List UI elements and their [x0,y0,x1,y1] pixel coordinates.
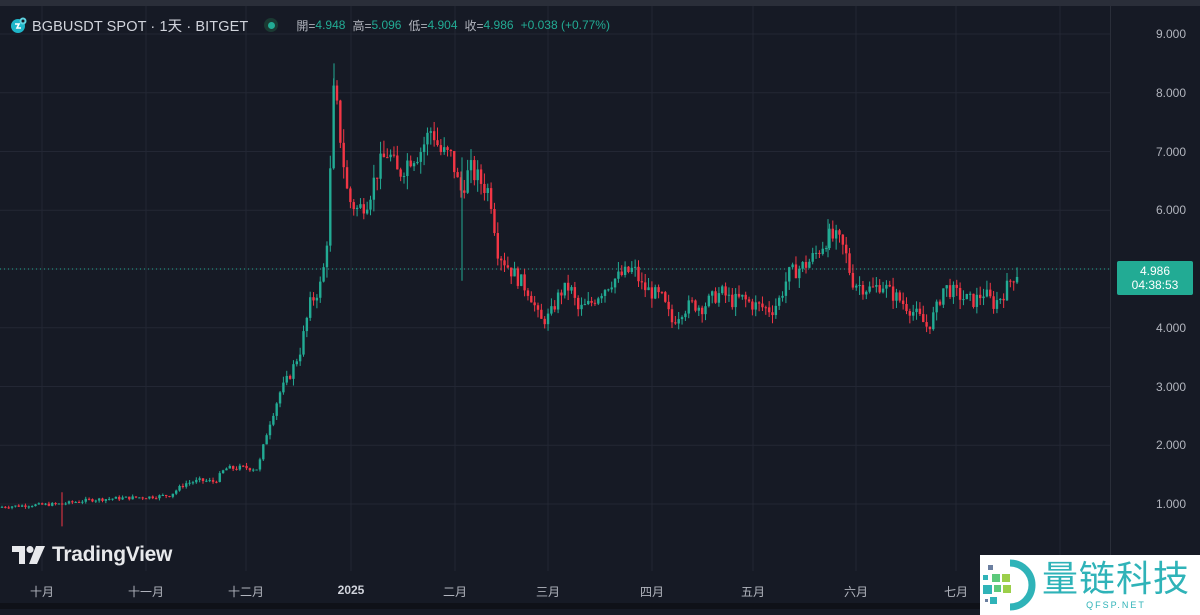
candlestick-plot[interactable] [0,6,1110,571]
chart-legend: BGBUSDT SPOT · 1天 · BITGET 開= 4.948 高= 5… [10,15,610,35]
price-tick-6: 6.000 [1155,203,1186,217]
low-value: 4.904 [427,18,458,32]
time-label-may: 五月 [740,585,766,599]
time-label-feb: 二月 [442,585,468,599]
time-label-dec: 十二月 [227,585,265,599]
time-label-oct: 十月 [29,585,55,599]
watermark-cn-text: 量链科技 [1042,559,1191,600]
change-value: +0.038 (+0.77%) [520,18,610,32]
symbol-title[interactable]: BGBUSDT SPOT · 1天 · BITGET [32,18,249,35]
price-tick-2: 2.000 [1155,438,1186,452]
time-axis[interactable]: 十月 十一月 十二月 2025 二月 三月 四月 五月 六月 七月 [0,571,1110,609]
low-label: 低= [408,18,428,33]
price-tick-1: 1.000 [1155,497,1186,511]
price-tick-3: 3.000 [1155,380,1186,394]
candles [0,63,1019,527]
ohlc-values: 開= 4.948 高= 5.096 低= 4.904 收= 4.986 +0.0… [296,17,610,34]
time-label-mar: 三月 [535,585,561,599]
time-label-nov: 十一月 [127,585,165,599]
top-border [0,0,1200,6]
bitget-symbol-icon [11,17,27,33]
bottom-border [0,603,1200,609]
tradingview-logo[interactable]: TradingView [12,543,172,567]
price-axis[interactable]: 9.000 8.000 7.000 6.000 4.000 3.000 2.00… [1110,6,1200,615]
qfsp-logo-icon [983,559,1036,611]
chart-container[interactable]: BGBUSDT SPOT · 1天 · BITGET 開= 4.948 高= 5… [0,6,1200,615]
price-tick-4: 4.000 [1155,321,1186,335]
price-tick-8: 8.000 [1155,86,1186,100]
high-label: 高= [352,18,372,33]
time-label-2025: 2025 [337,583,365,597]
tradingview-logo-text: TradingView [52,543,173,566]
market-status-icon[interactable] [264,18,279,32]
qfsp-watermark: 量链科技 QFSP.NET [980,555,1200,615]
price-tick-7: 7.000 [1155,145,1186,159]
open-value: 4.948 [315,18,346,32]
current-price-value: 4.986 [1139,264,1171,278]
bar-countdown: 04:38:53 [1131,278,1179,292]
time-label-jun: 六月 [843,585,869,599]
current-price-tag: 4.986 04:38:53 [1117,261,1193,295]
close-value: 4.986 [483,18,514,32]
price-tick-9: 9.000 [1155,27,1186,41]
tradingview-logo-icon [12,546,45,564]
time-label-jul: 七月 [943,585,969,599]
watermark-en-text: QFSP.NET [1086,600,1146,610]
close-label: 收= [464,18,484,33]
time-label-apr: 四月 [639,585,665,599]
high-value: 5.096 [371,18,402,32]
open-label: 開= [296,18,316,33]
